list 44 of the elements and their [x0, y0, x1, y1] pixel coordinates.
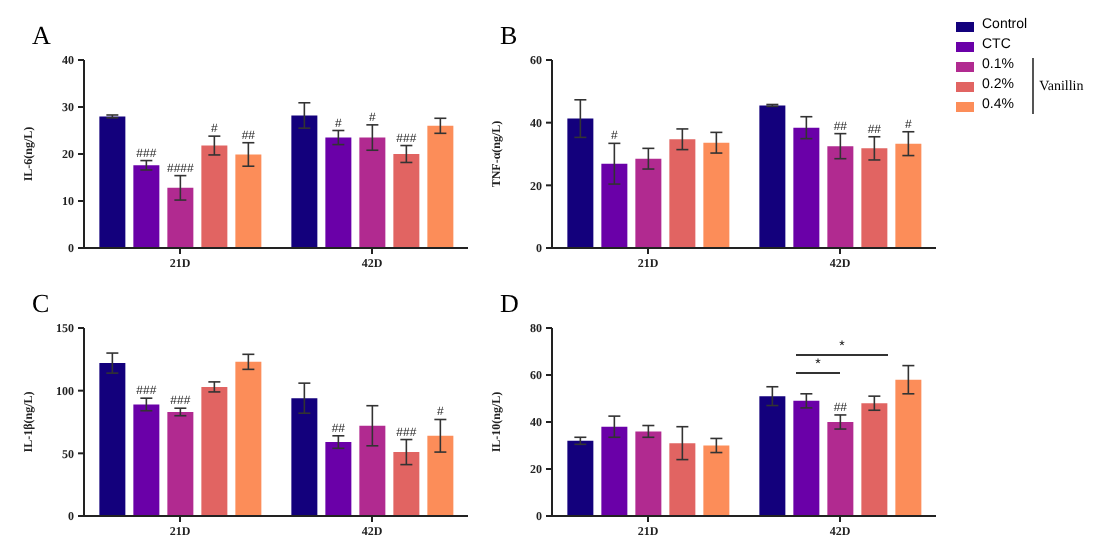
bar	[895, 143, 922, 248]
bar	[99, 116, 126, 248]
bar	[235, 154, 262, 248]
bar	[669, 139, 696, 248]
chart-title: A	[32, 20, 51, 52]
bar	[669, 443, 696, 516]
bar	[133, 165, 160, 248]
bar	[861, 148, 888, 248]
bar	[201, 145, 228, 248]
bar	[99, 363, 126, 516]
bar	[861, 403, 888, 516]
bar	[567, 440, 594, 516]
bar	[703, 445, 730, 516]
bar	[325, 442, 352, 516]
bar	[291, 115, 318, 248]
bar	[793, 400, 820, 516]
bar	[635, 431, 662, 516]
bar	[359, 137, 386, 248]
bar	[703, 142, 730, 248]
bar	[167, 187, 194, 248]
bar	[393, 154, 420, 248]
bar	[393, 452, 420, 516]
bar	[359, 425, 386, 516]
chart-title: C	[32, 288, 50, 320]
bar	[291, 398, 318, 516]
bar	[759, 396, 786, 516]
bar	[133, 404, 160, 516]
bar	[895, 379, 922, 516]
bar	[601, 163, 628, 248]
bar	[567, 118, 594, 248]
bar	[827, 422, 854, 516]
bar	[325, 137, 352, 248]
bar	[235, 361, 262, 516]
bar	[201, 386, 228, 516]
bar	[827, 146, 854, 248]
bar	[167, 411, 194, 516]
bar	[759, 105, 786, 248]
chart-title: D	[500, 288, 519, 320]
chart-title: B	[500, 20, 518, 52]
bar	[601, 426, 628, 516]
bar	[427, 125, 454, 248]
bar	[793, 127, 820, 248]
bar	[635, 158, 662, 248]
bar	[427, 435, 454, 516]
